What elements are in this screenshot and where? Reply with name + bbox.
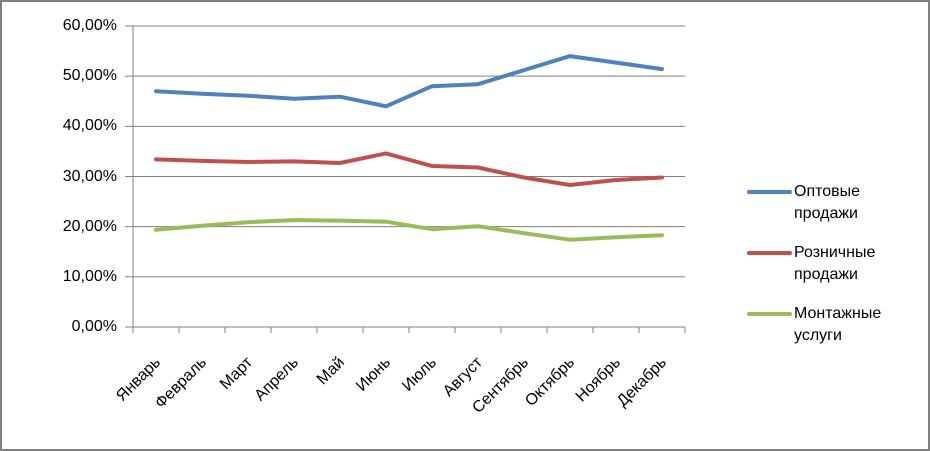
y-axis-tick-label: 60,00%: [62, 17, 117, 34]
y-axis-tick-label: 50,00%: [62, 67, 117, 85]
series-line-0: [154, 54, 664, 109]
y-axis-tick-label: 20,00%: [62, 217, 117, 235]
y-axis-tick-label: 30,00%: [62, 167, 117, 185]
series-line-2: [154, 218, 664, 242]
legend: Оптовые продажи Розничные продажи Монтажны…: [747, 181, 922, 364]
legend-label: Розничные продажи: [794, 244, 876, 283]
legend-item: Розничные продажи: [747, 242, 922, 286]
legend-line-marker: [747, 312, 792, 316]
y-axis-tick-label: 40,00%: [62, 117, 117, 135]
legend-item: Оптовые продажи: [747, 181, 922, 225]
legend-line-marker: [747, 190, 792, 194]
legend-item: Монтажные услуги: [747, 303, 922, 347]
legend-label: Оптовые продажи: [794, 183, 861, 222]
series-line-1: [154, 151, 664, 187]
y-axis-tick-label: 10,00%: [62, 267, 117, 285]
y-axis-tick-label: 0,00%: [71, 318, 117, 335]
legend-line-marker: [747, 251, 792, 255]
legend-label: Монтажные услуги: [794, 305, 882, 344]
